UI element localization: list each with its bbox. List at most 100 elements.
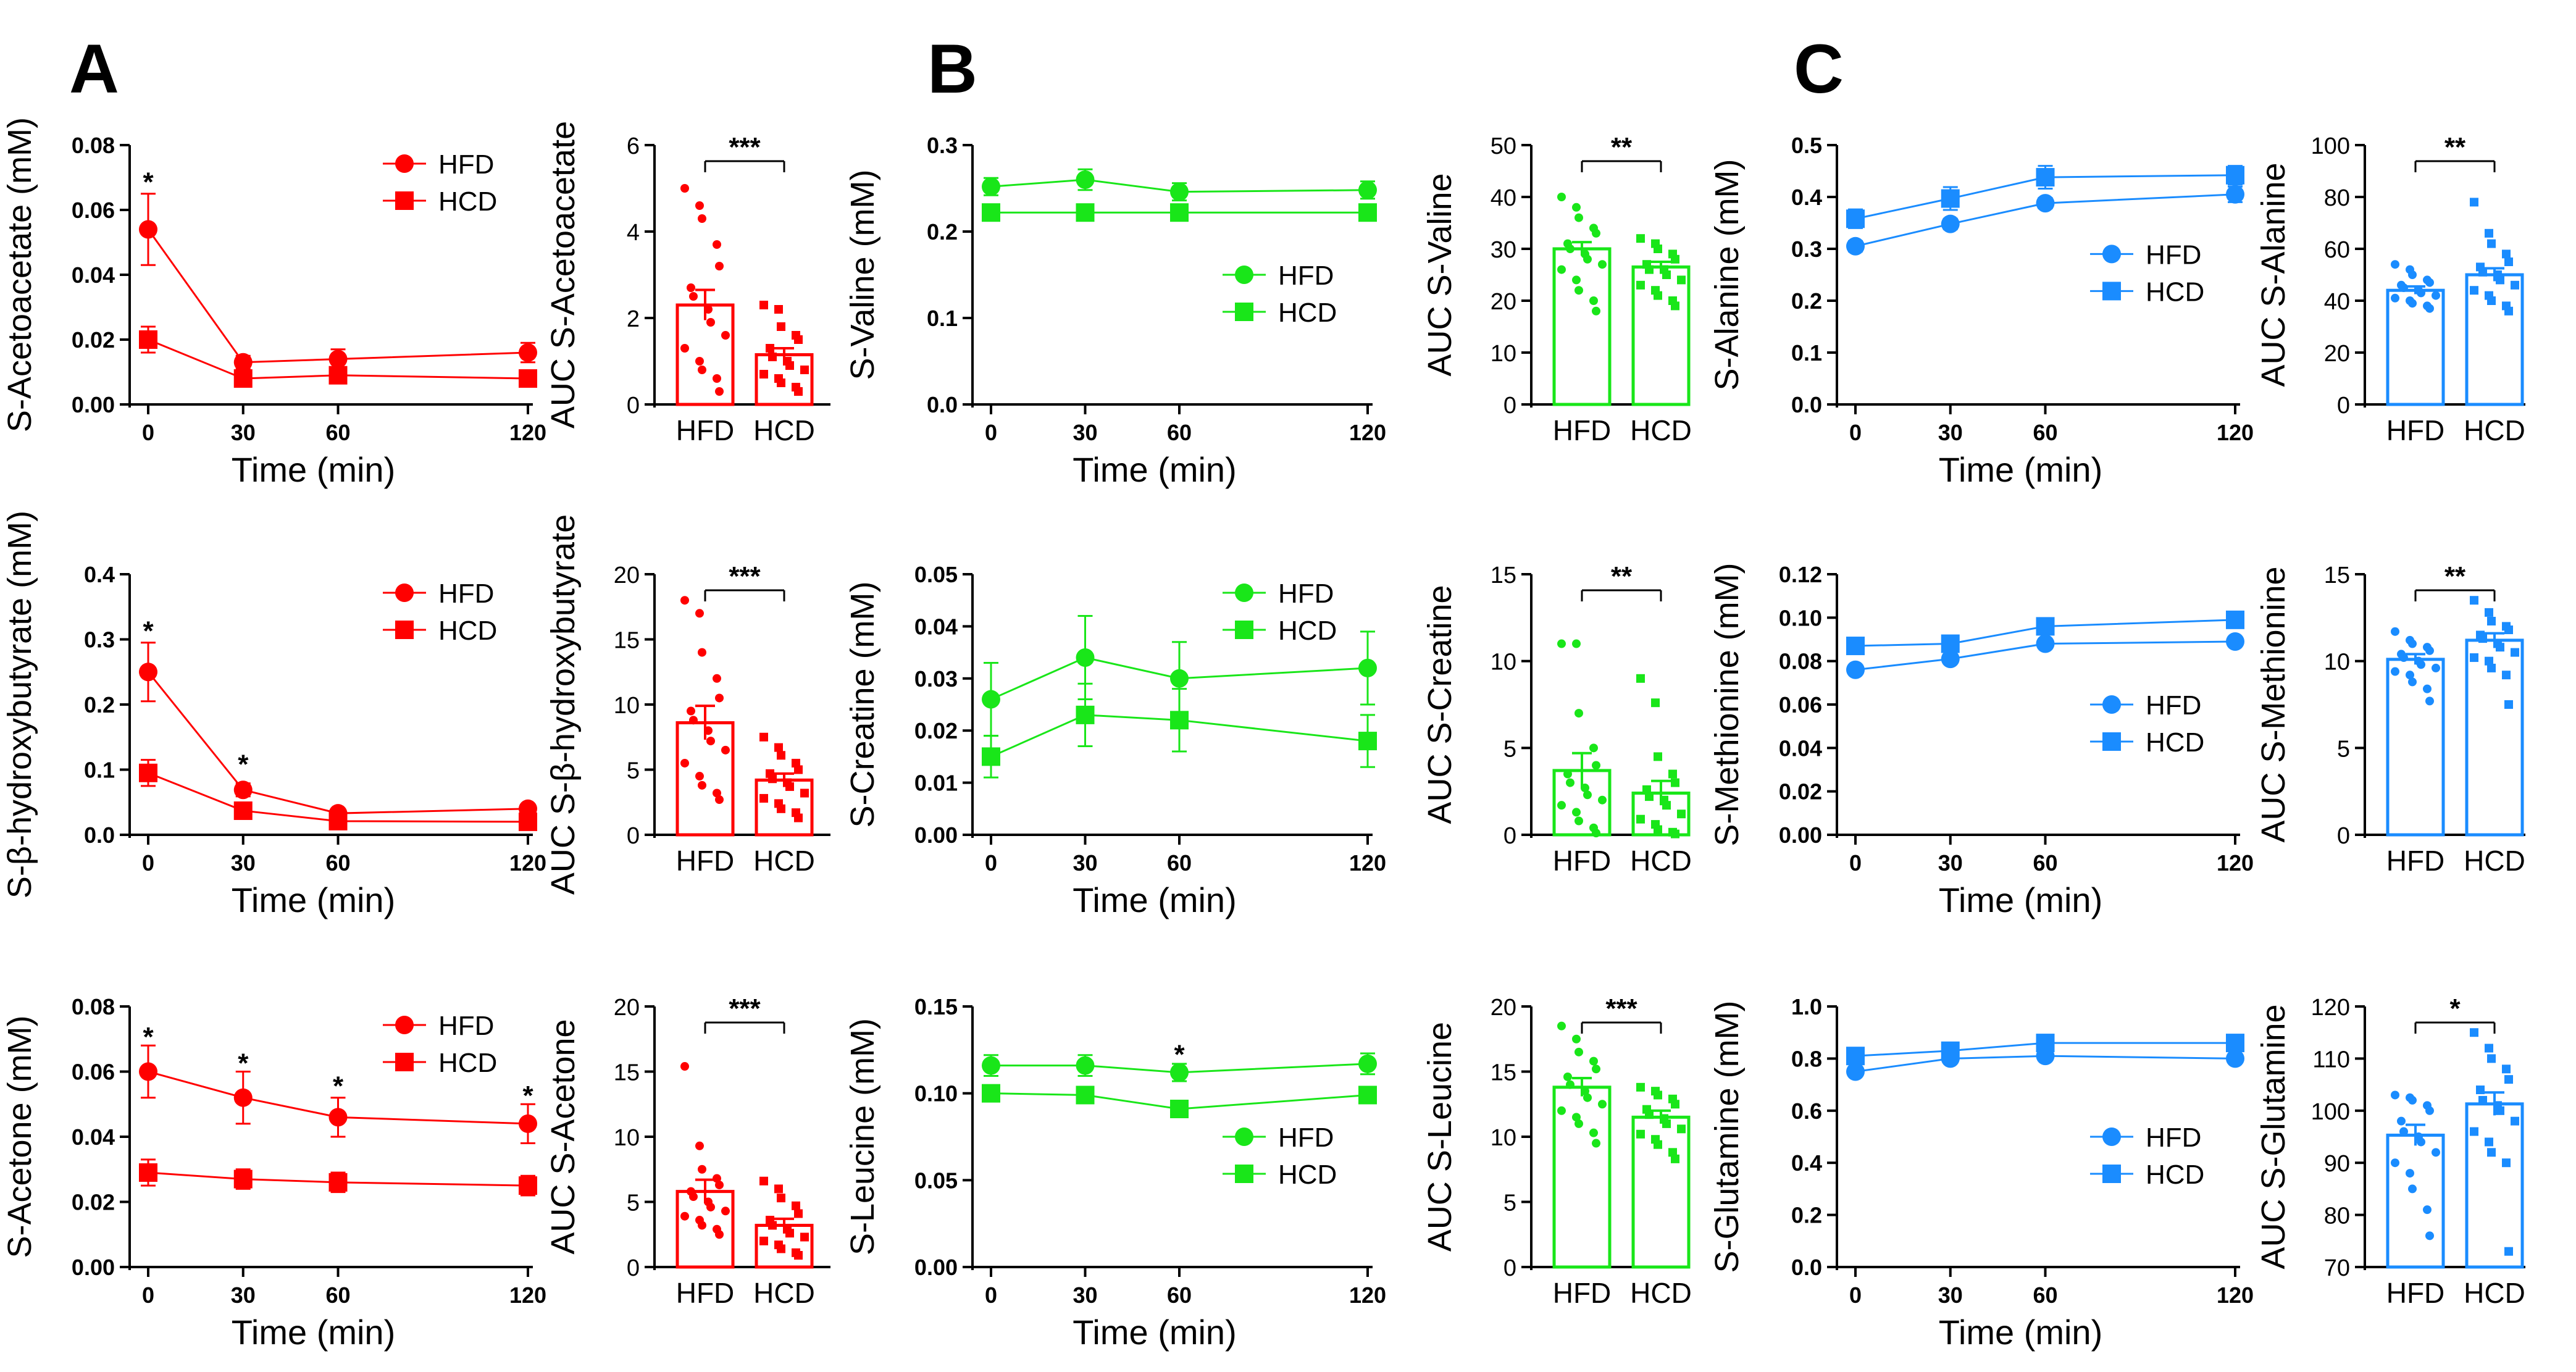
- series-line-hcd: [1855, 174, 2236, 220]
- y-tick-label: 0.2: [927, 219, 958, 245]
- scatter-point-hfd: [2417, 660, 2425, 669]
- line-chart-c-0: 0.0 0.1 0.2 0.3 0.4 0.5 0 30 60 120 Time (min) S-Al…: [1708, 133, 2254, 489]
- scatter-point-hcd: [2504, 1247, 2513, 1256]
- scatter-point-hfd: [2391, 293, 2399, 303]
- y-axis-title: S-Glutamine (mM): [1708, 1000, 1746, 1273]
- scatter-point-hfd: [1583, 790, 1592, 800]
- scatter-point-hfd: [1566, 778, 1574, 787]
- scatter-point-hfd: [715, 1230, 724, 1239]
- data-point-hfd: [519, 343, 537, 362]
- y-tick-label: 20: [614, 995, 640, 1021]
- scatter-point-hcd: [777, 751, 785, 760]
- x-axis-title: Time (min): [1939, 450, 2102, 489]
- scatter-point-hfd: [715, 262, 724, 270]
- data-point-hcd: [1170, 1099, 1189, 1118]
- category-label-hfd: HFD: [1553, 1277, 1612, 1309]
- y-tick-label: 15: [614, 628, 640, 654]
- scatter-point-hcd: [2504, 257, 2513, 266]
- scatter-point-hfd: [1583, 1093, 1592, 1102]
- data-point-hfd: [1846, 660, 1865, 679]
- y-axis-title: S-Acetoacetate (mM): [1, 117, 38, 432]
- legend-marker-hcd: [2102, 732, 2121, 751]
- legend-marker-hfd: [2102, 1127, 2121, 1146]
- bar-hfd: [2386, 288, 2445, 406]
- scatter-point-hcd: [2485, 1044, 2493, 1053]
- series-line-hcd: [990, 1092, 1368, 1110]
- category-label-hfd: HFD: [2386, 1277, 2445, 1309]
- scatter-point-hcd: [2470, 1127, 2478, 1136]
- x-tick-label: 0: [1849, 420, 1862, 445]
- data-point-hcd: [2226, 165, 2244, 185]
- scatter-point-hcd: [2511, 648, 2519, 657]
- data-point-hfd: [1941, 214, 1960, 233]
- scatter-point-hcd: [794, 1251, 803, 1260]
- y-tick-label: 110: [2312, 1047, 2350, 1073]
- series-line-hcd: [148, 1171, 529, 1187]
- scatter-point-hfd: [1589, 1128, 1598, 1137]
- y-tick-label: 0.08: [1779, 649, 1822, 674]
- x-tick-label: 120: [2217, 420, 2254, 445]
- scatter-point-hcd: [2487, 1054, 2496, 1063]
- legend-marker-hcd: [1235, 1165, 1253, 1183]
- x-axis-title: Time (min): [232, 1313, 395, 1352]
- scatter-point-hcd: [1671, 829, 1679, 839]
- x-tick-label: 30: [1938, 850, 1963, 876]
- data-point-hcd: [1076, 705, 1095, 724]
- scatter-point-hcd: [777, 379, 785, 387]
- scatter-point-hfd: [2391, 627, 2399, 636]
- legend-label-hfd: HFD: [1278, 261, 1334, 291]
- scatter-point-hfd: [713, 374, 721, 383]
- y-tick-label: 70: [2324, 1255, 2350, 1281]
- legend-label-hcd: HCD: [1278, 298, 1337, 328]
- scatter-point-hfd: [2406, 1169, 2414, 1178]
- scatter-point-hfd: [2425, 1231, 2434, 1240]
- data-point-hcd: [1358, 1085, 1377, 1105]
- y-tick-label: 15: [1491, 1060, 1516, 1086]
- scatter-point-hfd: [2432, 1148, 2440, 1157]
- scatter-point-hcd: [2470, 653, 2478, 663]
- y-tick-label: 0.0: [1791, 1255, 1822, 1280]
- scatter-point-hcd: [1668, 769, 1677, 779]
- scatter-point-hfd: [1592, 228, 1600, 238]
- y-tick-label: 0.00: [914, 1255, 958, 1280]
- scatter-point-hfd: [2408, 639, 2417, 648]
- scatter-point-hfd: [1592, 1139, 1600, 1148]
- legend-label-hcd: HCD: [1278, 1160, 1337, 1190]
- x-tick-label: 30: [1073, 420, 1097, 445]
- data-point-hfd: [1076, 648, 1095, 667]
- bar-chart-a-2: 0 5 10 15 20 AUC S-Acetone HFD HCD ***: [545, 993, 830, 1309]
- legend-label-hcd: HCD: [1278, 616, 1337, 646]
- y-tick-label: 0.06: [1779, 692, 1822, 717]
- y-tick-label: 0.00: [72, 1255, 115, 1280]
- scatter-point-hfd: [713, 1174, 721, 1183]
- y-tick-label: 0.2: [1791, 288, 1822, 314]
- scatter-point-hfd: [2406, 671, 2414, 680]
- scatter-point-hcd: [800, 788, 809, 798]
- category-label-hfd: HFD: [676, 845, 735, 877]
- scatter-point-hcd: [777, 1194, 785, 1203]
- scatter-point-hcd: [1671, 778, 1679, 787]
- data-point-hfd: [1170, 669, 1189, 688]
- y-axis-title: AUC S-Leucine: [1421, 1022, 1458, 1252]
- data-point-hfd: [233, 1088, 253, 1107]
- legend-label-hcd: HCD: [2146, 727, 2204, 758]
- data-point-hcd: [2036, 617, 2055, 636]
- y-tick-label: 0.00: [1779, 822, 1822, 848]
- scatter-point-hcd: [1662, 270, 1671, 279]
- legend-marker-hfd: [395, 584, 414, 602]
- y-tick-label: 100: [2311, 133, 2350, 159]
- scatter-point-hcd: [1645, 792, 1654, 801]
- scatter-point-hfd: [695, 201, 704, 210]
- scatter-point-hcd: [774, 743, 783, 752]
- scatter-point-hcd: [1654, 291, 1662, 300]
- significance-stars: ***: [729, 132, 761, 162]
- data-point-hfd: [1358, 180, 1377, 199]
- data-point-hfd: [2226, 1049, 2244, 1068]
- category-label-hcd: HCD: [1630, 414, 1692, 446]
- y-tick-label: 0.00: [72, 392, 115, 417]
- scatter-point-hfd: [695, 357, 704, 366]
- data-point-hcd: [1170, 203, 1189, 222]
- panel-letter-c: C: [1794, 30, 1844, 107]
- data-point-hcd: [1076, 203, 1095, 222]
- scatter-point-hfd: [2397, 1116, 2406, 1126]
